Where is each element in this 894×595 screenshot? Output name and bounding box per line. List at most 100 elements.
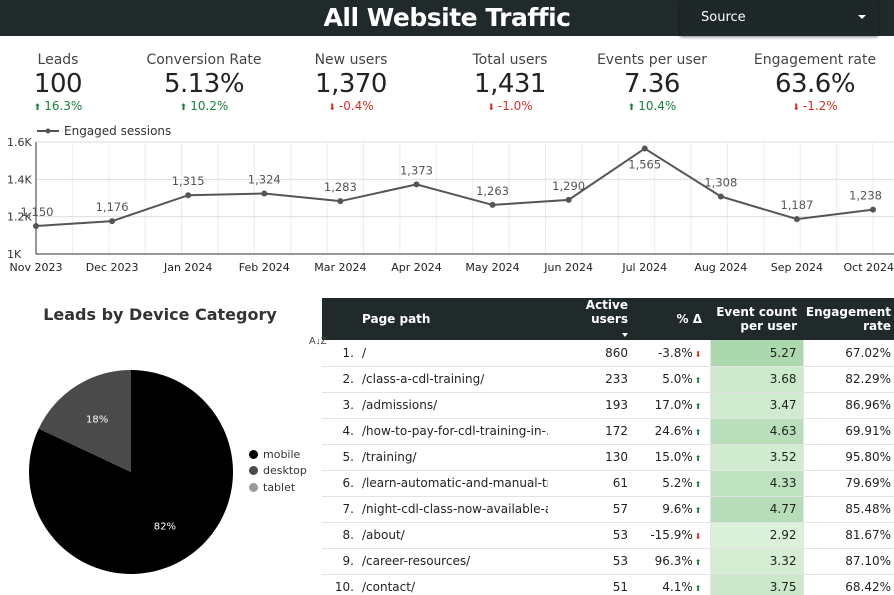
kpi-delta-value: -1.0% [497, 99, 533, 113]
arrow-up-icon: ⬆ [694, 480, 702, 489]
kpi-delta: ⬇ -1.0% [435, 99, 585, 113]
row-index: 1. [342, 345, 354, 360]
pie-legend-item: tablet [249, 479, 307, 496]
col-active-users-header[interactable]: Active users [548, 298, 634, 340]
active-users-cell: 130 [605, 450, 628, 464]
table-row[interactable]: 9./career-resources/53 96.3% ⬆ 3.32 87.10% [322, 548, 894, 574]
kpi-value: 5.13% [163, 69, 245, 99]
kpi-delta-value: 10.4% [638, 99, 677, 113]
sort-az-icon[interactable]: A↓Z [309, 336, 327, 347]
x-tick-label: Nov 2023 [10, 261, 63, 274]
engagement-rate-cell: 81.67% [845, 528, 891, 542]
page-path-cell: /how-to-pay-for-cdl-training-in-... [362, 424, 548, 438]
x-tick-label: Mar 2024 [314, 261, 366, 274]
col-engagement-rate-header[interactable]: Engagement rate [805, 305, 891, 333]
pct-change-cell: 17.0% ⬆ [634, 392, 710, 418]
kpi-label: Total users [472, 52, 548, 68]
table-header-row: Page path Active users % Δ Event count p… [322, 298, 894, 340]
data-point [33, 223, 39, 229]
data-label: 1,176 [96, 200, 129, 214]
active-users-cell: 61 [612, 476, 628, 490]
pct-change-value: -3.8% [657, 345, 693, 360]
table-row[interactable]: 6. /learn-automatic-and-manual-tr... 61 5.2… [322, 470, 894, 496]
event-count-cell: 4.63 [709, 418, 804, 444]
data-label: 1,150 [21, 205, 54, 219]
row-index: 8. [342, 528, 354, 542]
engagement-rate-cell: 82.29% [845, 372, 891, 386]
pct-change-value: 4.1% [662, 580, 693, 594]
event-count-cell: 3.52 [709, 444, 804, 470]
kpi-value: 1,431 [474, 69, 546, 99]
kpi-value: 7.36 [624, 69, 680, 99]
page-path-cell: /class-a-cdl-training/ [362, 372, 485, 386]
pie-slice-label: 82% [154, 521, 176, 532]
arrow-up-icon: ⬆ [694, 428, 702, 437]
kpi-value: 1,370 [315, 69, 387, 99]
kpi-delta: ⬆ 10.4% [577, 99, 727, 113]
legend-label: Engaged sessions [64, 124, 171, 138]
page-path-cell: /learn-automatic-and-manual-tr... [362, 476, 548, 490]
pct-change-cell: 5.2% ⬆ [634, 470, 710, 496]
arrow-down-icon: ⬇ [694, 532, 702, 541]
pct-change-cell: 5.0% ⬆ [634, 366, 710, 392]
row-index: 3. [342, 398, 354, 412]
col-page-path-header[interactable]: Page path [362, 312, 431, 326]
page-path-cell: /admissions/ [362, 398, 438, 412]
data-label: 1,373 [400, 163, 433, 177]
kpi-card: Leads 100 ⬆ 16.3% [0, 52, 133, 113]
pct-change-cell: -3.8% ⬇ [634, 340, 710, 366]
kpi-delta-value: -0.4% [338, 99, 374, 113]
pct-change-cell: 96.3% ⬆ [634, 548, 710, 574]
kpi-value: 100 [33, 69, 83, 99]
page-title: All Website Traffic [323, 3, 571, 32]
pct-change-cell: -15.9% ⬇ [634, 522, 710, 548]
event-count-cell: 5.27 [709, 340, 804, 366]
table-row[interactable]: 5./training/130 15.0% ⬆ 3.52 95.80% [322, 444, 894, 470]
arrow-up-icon: ⬆ [179, 103, 188, 113]
table-row[interactable]: 7. /night-cdl-class-now-available-at... 57… [322, 496, 894, 522]
active-users-cell: 57 [612, 502, 628, 516]
col-event-count-header[interactable]: Event count per user [716, 305, 797, 333]
arrow-down-icon: ⬇ [792, 103, 800, 113]
pct-change-value: 5.2% [662, 476, 693, 490]
kpi-card: New users 1,370 ⬇ -0.4% [276, 52, 426, 113]
col-pct-change-header[interactable]: % Δ [676, 312, 703, 326]
table-row[interactable]: 2./class-a-cdl-training/233 5.0% ⬆ 3.68 82.2… [322, 366, 894, 392]
arrow-up-icon: ⬆ [694, 584, 702, 593]
engagement-rate-cell: 85.48% [845, 502, 891, 516]
arrow-up-icon: ⬆ [694, 402, 702, 411]
device-category-pie-chart: 82% 18% [29, 370, 234, 574]
page-path-cell: /about/ [362, 528, 405, 542]
table-row[interactable]: 4. /how-to-pay-for-cdl-training-in-... 172… [322, 418, 894, 444]
x-tick-label: Jan 2024 [163, 261, 212, 274]
event-count-cell: 3.75 [709, 574, 804, 595]
legend-label: desktop [263, 464, 307, 478]
legend-marker [45, 128, 51, 134]
data-point [793, 216, 800, 223]
x-tick-label: Sep 2024 [771, 261, 823, 274]
page-path-cell: /night-cdl-class-now-available-at... [362, 502, 548, 516]
pie-slice-mobile [29, 370, 234, 574]
data-label: 1,290 [552, 179, 585, 193]
row-index: 4. [342, 424, 354, 438]
active-users-cell: 172 [605, 424, 628, 438]
pie-legend-item: mobile [249, 446, 307, 463]
event-count-cell: 3.68 [709, 366, 804, 392]
table-row[interactable]: 10./contact/51 4.1% ⬆ 3.75 68.42% [322, 574, 894, 595]
row-index: 10. [334, 580, 354, 594]
kpi-card: Conversion Rate 5.13% ⬆ 10.2% [129, 52, 279, 113]
source-dropdown[interactable]: Source [680, 0, 878, 36]
pie-slice-label: 18% [86, 415, 108, 426]
sort-descending-icon [622, 333, 628, 337]
kpi-card: Events per user 7.36 ⬆ 10.4% [577, 52, 727, 113]
table-row[interactable]: 1./860 -3.8% ⬇ 5.27 67.02% [322, 340, 894, 366]
data-label: 1,308 [704, 176, 737, 190]
arrow-up-icon: ⬆ [694, 558, 702, 567]
table-row[interactable]: 3./admissions/193 17.0% ⬆ 3.47 86.96% [322, 392, 894, 418]
event-count-cell: 4.33 [709, 470, 804, 496]
pct-change-value: 96.3% [654, 554, 693, 568]
arrow-up-icon: ⬆ [33, 103, 42, 113]
table-row[interactable]: 8./about/53 -15.9% ⬇ 2.92 81.67% [322, 522, 894, 548]
arrow-up-icon: ⬆ [694, 506, 702, 515]
row-index: 6. [342, 476, 354, 490]
